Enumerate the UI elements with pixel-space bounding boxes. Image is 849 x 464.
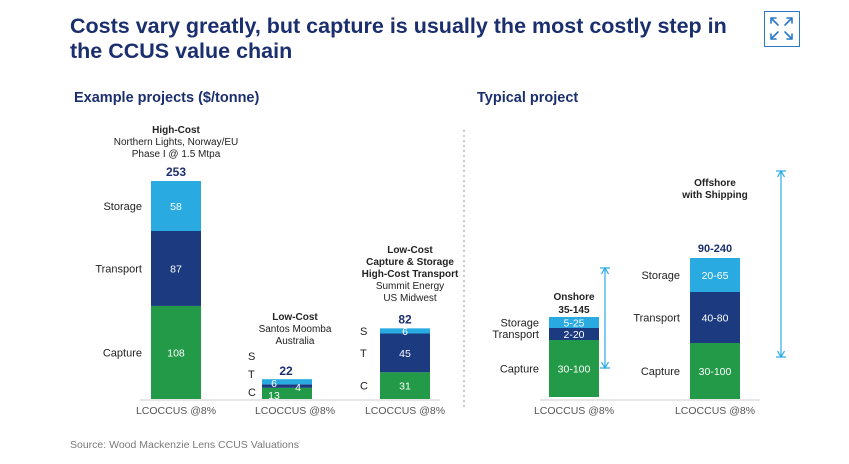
segment-label-onshore-2: Storage [500, 318, 539, 330]
header-low-cost-capture-storage-line-3: Summit Energy [376, 281, 444, 292]
header-low-cost-line-0: Low-Cost [272, 312, 318, 323]
bar-low-cost-capture-storage-c-segment [380, 372, 430, 399]
segment-label-offshore-0: Capture [641, 366, 680, 378]
expand-arrows-icon [770, 17, 793, 40]
bar-low-cost-capture-storage-s-segment [380, 328, 430, 334]
range-label-onshore-2: 5-25 [563, 318, 584, 330]
total-label-low-cost-capture-storage: 82 [398, 312, 412, 326]
segment-label-high-cost-2: Storage [103, 201, 142, 213]
segment-label-onshore-0: Capture [500, 364, 539, 376]
page-title: Costs vary greatly, but capture is usual… [70, 14, 727, 63]
total-label-offshore: 90-240 [698, 243, 732, 255]
segment-label-high-cost-0: Capture [103, 347, 142, 359]
left-section-heading: Example projects ($/tonne) [74, 90, 260, 106]
header-low-cost-capture-storage-line-1: Capture & Storage [366, 257, 454, 268]
bar-low-cost-capture-storage-t-segment [380, 333, 430, 373]
range-label-onshore-0: 30-100 [558, 364, 591, 376]
range-label-offshore-0: 30-100 [699, 366, 732, 378]
xlabel-low-cost-capture-storage: LCOCCUS @8% [365, 405, 445, 417]
expand-button[interactable] [764, 11, 800, 47]
range-label-offshore-2: 20-65 [702, 270, 729, 282]
xlabel-high-cost: LCOCCUS @8% [136, 405, 216, 417]
segment-label-low-cost-capture-storage-2: S [360, 326, 367, 338]
xlabel-low-cost: LCOCCUS @8% [255, 405, 335, 417]
onshore-range-arrow-top-head [600, 266, 610, 275]
offshore-range-arrow-top-head [776, 169, 786, 178]
value-label-low-cost-1: 4 [295, 382, 301, 394]
segment-label-offshore-1: Transport [633, 313, 680, 325]
onshore-range-arrow-bottom-head [600, 361, 610, 370]
bar-low-cost-t-segment [262, 384, 312, 388]
header-high-cost-line-2: Phase I @ 1.5 Mtpa [132, 149, 221, 160]
bar-low-cost-s-segment [262, 379, 312, 385]
segment-label-onshore-1: Transport [492, 329, 539, 341]
offshore-range-arrow-bottom-head [776, 350, 786, 359]
bar-onshore-storage-segment [549, 317, 599, 328]
range-label-onshore-1: 2-20 [563, 329, 584, 341]
header-offshore-line-0: Offshore [694, 178, 736, 189]
header-low-cost-line-2: Australia [276, 336, 315, 347]
value-label-high-cost-2: 58 [170, 201, 182, 213]
total-label-low-cost: 22 [279, 364, 293, 378]
value-label-low-cost-capture-storage-2: 6 [402, 326, 408, 338]
bar-low-cost-c-segment [262, 387, 312, 399]
value-label-high-cost-0: 108 [167, 347, 185, 359]
bar-high-cost-capture-segment [151, 305, 201, 399]
header-high-cost-line-0: High-Cost [152, 125, 200, 136]
header-high-cost-line-1: Northern Lights, Norway/EU [114, 137, 239, 148]
bar-offshore-transport-segment [690, 292, 740, 343]
header-low-cost-capture-storage-line-0: Low-Cost [387, 245, 433, 256]
source-note: Source: Wood Mackenzie Lens CCUS Valuati… [70, 439, 299, 451]
xlabel-onshore: LCOCCUS @8% [534, 405, 614, 417]
bar-high-cost-transport-segment [151, 230, 201, 306]
header-onshore-line-1: 35-145 [558, 305, 590, 316]
right-section-heading: Typical project [477, 90, 579, 106]
value-label-low-cost-capture-storage-1: 45 [399, 348, 411, 360]
value-label-high-cost-1: 87 [170, 263, 182, 275]
bar-onshore-capture-segment [549, 340, 599, 397]
xlabel-offshore: LCOCCUS @8% [675, 405, 755, 417]
segment-label-offshore-2: Storage [641, 270, 680, 282]
header-low-cost-capture-storage-line-2: High-Cost Transport [362, 269, 459, 280]
segment-label-low-cost-capture-storage-0: C [360, 381, 368, 393]
header-offshore-line-1: with Shipping [681, 190, 748, 201]
segment-label-low-cost-1: T [248, 369, 255, 381]
value-label-low-cost-capture-storage-0: 31 [399, 381, 411, 393]
bar-high-cost-storage-segment [151, 181, 201, 231]
segment-label-low-cost-capture-storage-1: T [360, 348, 367, 360]
segment-label-low-cost-2: S [248, 351, 255, 363]
value-label-low-cost-0: 13 [268, 390, 280, 402]
segment-label-low-cost-0: C [248, 387, 256, 399]
total-label-high-cost: 253 [166, 165, 186, 179]
bar-offshore-capture-segment [690, 343, 740, 399]
range-label-offshore-1: 40-80 [702, 313, 729, 325]
value-label-low-cost-2: 6 [271, 378, 277, 390]
header-onshore-line-0: Onshore [553, 292, 595, 303]
segment-label-high-cost-1: Transport [95, 263, 142, 275]
bar-onshore-transport-segment [549, 328, 599, 340]
header-low-cost-line-1: Santos Moomba [259, 324, 332, 335]
header-low-cost-capture-storage-line-4: US Midwest [383, 293, 437, 304]
bar-offshore-storage-segment [690, 258, 740, 292]
